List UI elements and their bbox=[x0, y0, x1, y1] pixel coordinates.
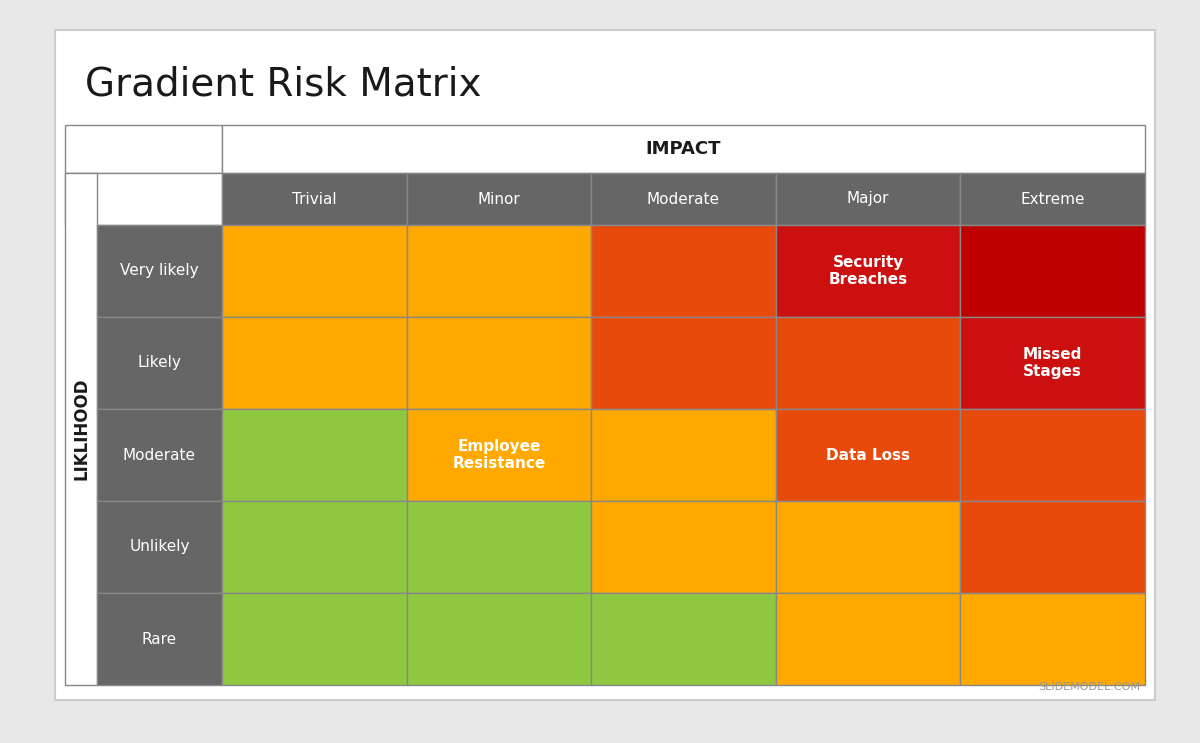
Text: Major: Major bbox=[847, 192, 889, 207]
Bar bbox=[775, 173, 960, 225]
Text: Likely: Likely bbox=[138, 355, 181, 371]
Text: Employee
Resistance: Employee Resistance bbox=[452, 439, 546, 471]
Bar bbox=[407, 173, 592, 225]
Bar bbox=[960, 501, 1145, 593]
FancyBboxPatch shape bbox=[55, 30, 1154, 700]
Bar bbox=[407, 593, 592, 685]
Bar bbox=[97, 501, 222, 593]
Text: Very likely: Very likely bbox=[120, 264, 199, 279]
Bar bbox=[592, 409, 776, 501]
Bar bbox=[960, 173, 1145, 225]
Bar bbox=[65, 173, 222, 225]
Bar bbox=[407, 225, 592, 317]
Bar bbox=[592, 317, 776, 409]
Bar bbox=[222, 173, 407, 225]
Bar bbox=[222, 317, 407, 409]
Text: Data Loss: Data Loss bbox=[826, 447, 910, 462]
Text: Trivial: Trivial bbox=[292, 192, 337, 207]
Bar bbox=[960, 225, 1145, 317]
Bar bbox=[222, 225, 407, 317]
Text: Gradient Risk Matrix: Gradient Risk Matrix bbox=[85, 66, 481, 104]
Text: Rare: Rare bbox=[142, 632, 178, 646]
Text: Minor: Minor bbox=[478, 192, 521, 207]
Bar bbox=[592, 225, 776, 317]
Text: Security
Breaches: Security Breaches bbox=[828, 255, 907, 288]
Text: Moderate: Moderate bbox=[124, 447, 196, 462]
Bar bbox=[775, 501, 960, 593]
Bar bbox=[222, 409, 407, 501]
Bar bbox=[97, 593, 222, 685]
Text: Extreme: Extreme bbox=[1020, 192, 1085, 207]
Bar bbox=[407, 317, 592, 409]
Bar bbox=[222, 593, 407, 685]
Bar bbox=[65, 125, 222, 173]
Bar bbox=[407, 409, 592, 501]
Bar bbox=[592, 501, 776, 593]
Bar bbox=[775, 317, 960, 409]
Bar bbox=[960, 593, 1145, 685]
Bar bbox=[592, 173, 776, 225]
Text: LIKLIHOOD: LIKLIHOOD bbox=[72, 377, 90, 480]
Bar bbox=[775, 409, 960, 501]
Bar bbox=[65, 173, 97, 685]
Bar bbox=[960, 317, 1145, 409]
Bar bbox=[592, 593, 776, 685]
Text: SLIDEMODEL.COM: SLIDEMODEL.COM bbox=[1038, 682, 1140, 692]
Bar bbox=[97, 317, 222, 409]
Bar bbox=[222, 125, 1145, 173]
Bar bbox=[775, 593, 960, 685]
Text: Missed
Stages: Missed Stages bbox=[1024, 347, 1082, 379]
Text: Unlikely: Unlikely bbox=[130, 539, 190, 554]
Text: Moderate: Moderate bbox=[647, 192, 720, 207]
Bar bbox=[775, 225, 960, 317]
Bar bbox=[222, 501, 407, 593]
Text: IMPACT: IMPACT bbox=[646, 140, 721, 158]
Bar bbox=[97, 409, 222, 501]
Bar bbox=[407, 501, 592, 593]
Bar bbox=[960, 409, 1145, 501]
Bar bbox=[97, 225, 222, 317]
